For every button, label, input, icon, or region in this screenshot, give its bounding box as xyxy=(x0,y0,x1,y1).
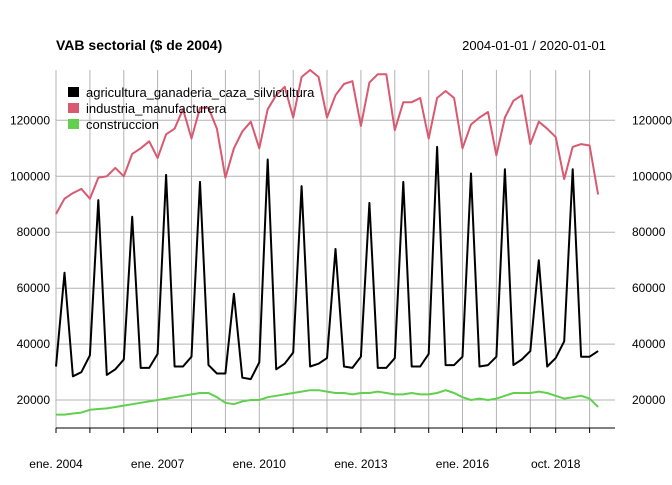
x-tick-label: ene. 2016 xyxy=(436,457,490,471)
legend-label: agricultura_ganaderia_caza_silvicultura xyxy=(86,85,315,100)
y-tick-label-right: 120000 xyxy=(632,113,672,127)
y-tick-label-right: 60000 xyxy=(632,281,666,295)
y-tick-label-left: 100000 xyxy=(10,169,50,183)
chart-title: VAB sectorial ($ de 2004) xyxy=(56,37,222,53)
y-tick-label-right: 20000 xyxy=(632,393,666,407)
legend-label: construccion xyxy=(86,117,159,132)
y-tick-label-right: 80000 xyxy=(632,225,666,239)
y-tick-label-left: 80000 xyxy=(17,225,51,239)
x-tick-label: ene. 2010 xyxy=(233,457,287,471)
x-tick-label: ene. 2004 xyxy=(29,457,83,471)
x-tick-label: ene. 2013 xyxy=(334,457,388,471)
series-group xyxy=(55,69,600,416)
date-range-label: 2004-01-01 / 2020-01-01 xyxy=(462,38,606,53)
axes: ene. 2004 ene. 2007 ene. 2010 ene. 2013 ene.… xyxy=(10,113,672,471)
y-tick-label-right: 40000 xyxy=(632,337,666,351)
legend-swatch xyxy=(68,119,79,129)
x-tick-label: oct. 2018 xyxy=(531,457,581,471)
y-tick-label-right: 100000 xyxy=(632,169,672,183)
legend-label: industria_manufacturera xyxy=(86,101,227,116)
y-tick-label-left: 40000 xyxy=(17,337,51,351)
y-tick-label-left: 120000 xyxy=(10,113,50,127)
legend-swatch xyxy=(68,87,79,97)
series-line-construccion xyxy=(56,389,599,416)
series-line-industria-manufacturera xyxy=(55,69,600,215)
y-tick-label-left: 60000 xyxy=(17,281,51,295)
legend: agricultura_ganaderia_caza_silviculturai… xyxy=(68,85,315,132)
x-tick-label: ene. 2007 xyxy=(131,457,185,471)
series-line-agricultura-ganaderia-caza-silvicultura xyxy=(55,145,599,381)
y-tick-label-left: 20000 xyxy=(17,393,51,407)
legend-swatch xyxy=(68,103,79,113)
